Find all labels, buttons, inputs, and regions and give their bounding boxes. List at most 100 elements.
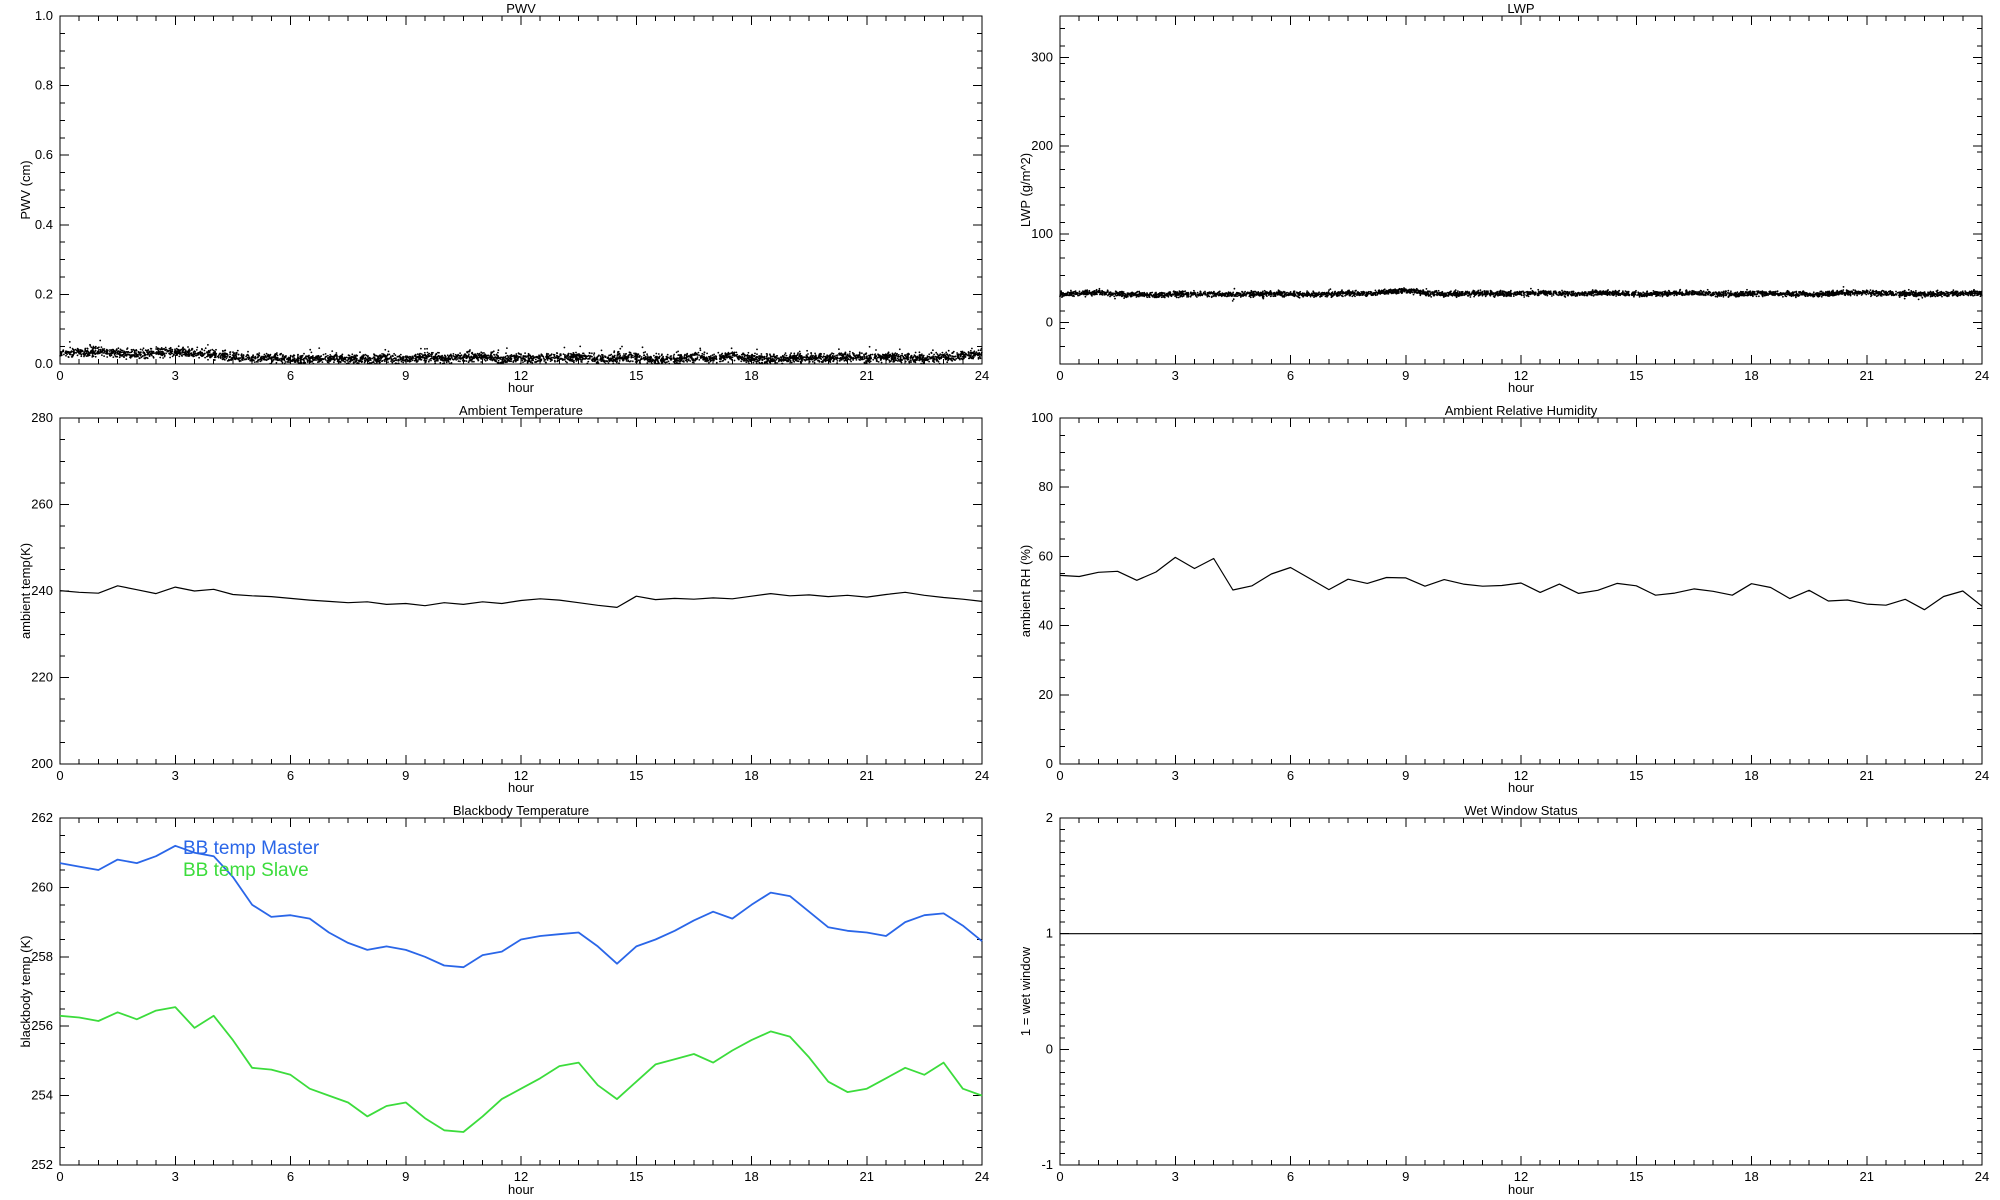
ambient_relative_humidity-ytick-label: 80 [1039, 479, 1053, 494]
lwp-xtick-label: 18 [1744, 368, 1758, 383]
blackbody_temperature-panel: 0 3 6 9 12 15 18 21 24 252 254 256 258 260 262 [31, 810, 989, 1184]
blackbody_temperature-xtick-label: 3 [172, 1169, 179, 1184]
ambient_temperature-trace [59, 585, 983, 609]
ambient_temperature-panel: 0 3 6 9 12 15 18 21 24 200 220 240 260 280 [31, 410, 989, 783]
blackbody_temperature-trace [59, 1006, 983, 1133]
blackbody_temperature-xtick-label: 24 [975, 1169, 989, 1184]
lwp-xtick-label: 0 [1056, 368, 1063, 383]
lwp-xtick-label: 6 [1287, 368, 1294, 383]
ambient_relative_humidity-xtick-label: 0 [1056, 768, 1063, 783]
ambient_temperature-ytick-label: 200 [31, 756, 53, 771]
pwv-scatter [59, 339, 983, 365]
pwv-ylabel: PWV (cm) [18, 160, 33, 220]
legend-bb-slave: BB temp Slave [183, 860, 309, 881]
lwp-ytick-label: 0 [1046, 314, 1053, 329]
blackbody_temperature-ytick-label: 252 [31, 1157, 53, 1172]
wet_window_status-xtick-label: 0 [1056, 1169, 1063, 1184]
ambient_temperature-ytick-label: 220 [31, 670, 53, 685]
wet_window_status-ytick-label: 0 [1046, 1041, 1053, 1056]
blackbody_temperature-ytick-label: 260 [31, 879, 53, 894]
ambient_temperature-xtick-label: 18 [744, 768, 758, 783]
ambient_temperature-xtick-label: 24 [975, 768, 989, 783]
ambient_relative_humidity-trace [1059, 556, 1983, 611]
ambient_temperature-xtick-label: 21 [860, 768, 874, 783]
wet_window_status-xtick-label: 12 [1514, 1169, 1528, 1184]
lwp-xlabel: hour [1507, 380, 1535, 395]
blackbody-title: Blackbody Temperature [452, 803, 590, 818]
ambient_relative_humidity-xtick-label: 18 [1744, 768, 1758, 783]
wet-window-ylabel: 1 = wet window [1018, 946, 1033, 1037]
blackbody_temperature-xtick-label: 0 [56, 1169, 63, 1184]
blackbody_temperature-ytick-label: 256 [31, 1018, 53, 1033]
blackbody_temperature-axes [59, 817, 983, 1166]
ambient-rh-xlabel: hour [1507, 780, 1535, 795]
pwv-ytick-label: 0.2 [35, 286, 53, 301]
bb-legend: BB temp Master BB temp Slave [183, 838, 319, 882]
lwp-axes [1059, 15, 1983, 365]
ambient_temperature-ytick-label: 280 [31, 410, 53, 425]
pwv-xtick-label: 18 [744, 368, 758, 383]
ambient_temperature-xtick-label: 15 [629, 768, 643, 783]
blackbody_temperature-xtick-label: 18 [744, 1169, 758, 1184]
ambient-rh-ylabel: ambient RH (%) [1018, 544, 1033, 638]
ambient_relative_humidity-ytick-label: 0 [1046, 756, 1053, 771]
pwv-xtick-label: 9 [402, 368, 409, 383]
blackbody_temperature-ytick-label: 254 [31, 1088, 53, 1103]
blackbody_temperature-xtick-label: 21 [860, 1169, 874, 1184]
pwv-title: PWV [506, 1, 536, 16]
wet_window_status-xtick-label: 3 [1172, 1169, 1179, 1184]
pwv-ytick-label: 0.0 [35, 356, 53, 371]
blackbody-xlabel: hour [507, 1182, 535, 1197]
pwv-panel: 0 3 6 9 12 15 18 21 24 0.0 0.2 0.4 0.6 0.8 1.0 [35, 8, 989, 383]
lwp-xtick-label: 3 [1172, 368, 1179, 383]
wet_window_status-axes [1059, 817, 1983, 1166]
blackbody_temperature-ytick-label: 262 [31, 810, 53, 825]
wet_window_status-xtick-label: 9 [1402, 1169, 1409, 1184]
lwp-ytick-label: 200 [1031, 138, 1053, 153]
blackbody_temperature-xtick-label: 9 [402, 1169, 409, 1184]
blackbody_temperature-xtick-label: 15 [629, 1169, 643, 1184]
lwp-xtick-label: 24 [1975, 368, 1989, 383]
ambient-temp-xlabel: hour [507, 780, 535, 795]
ambient_relative_humidity-xtick-label: 21 [1860, 768, 1874, 783]
pwv-xtick-label: 24 [975, 368, 989, 383]
pwv-ytick-label: 0.4 [35, 217, 53, 232]
wet_window_status-ytick-label: 1 [1046, 926, 1053, 941]
ambient-temp-ylabel: ambient temp(K) [18, 542, 33, 640]
lwp-ytick-label: 100 [1031, 226, 1053, 241]
pwv-axes [59, 15, 983, 365]
pwv-xtick-label: 15 [629, 368, 643, 383]
ambient_relative_humidity-panel: 0 3 6 9 12 15 18 21 24 0 20 40 60 80 100 [1031, 410, 1989, 783]
ambient-rh-title: Ambient Relative Humidity [1444, 403, 1598, 418]
wet_window_status-xtick-label: 18 [1744, 1169, 1758, 1184]
ambient_relative_humidity-ytick-label: 100 [1031, 410, 1053, 425]
pwv-xtick-label: 0 [56, 368, 63, 383]
ambient_relative_humidity-xtick-label: 24 [1975, 768, 1989, 783]
wet_window_status-xtick-label: 15 [1629, 1169, 1643, 1184]
blackbody_temperature-ytick-label: 258 [31, 949, 53, 964]
ambient_relative_humidity-xtick-label: 12 [1514, 768, 1528, 783]
ambient_temperature-xtick-label: 12 [514, 768, 528, 783]
ambient_relative_humidity-xtick-label: 6 [1287, 768, 1294, 783]
blackbody_temperature-xtick-label: 12 [514, 1169, 528, 1184]
ambient_relative_humidity-xtick-label: 3 [1172, 768, 1179, 783]
lwp-xtick-label: 12 [1514, 368, 1528, 383]
pwv-ytick-label: 0.8 [35, 78, 53, 93]
pwv-ytick-label: 0.6 [35, 147, 53, 162]
wet-window-xlabel: hour [1507, 1182, 1535, 1197]
wet_window_status-xtick-label: 6 [1287, 1169, 1294, 1184]
ambient_temperature-ytick-label: 260 [31, 497, 53, 512]
wet_window_status-ytick-label: 2 [1046, 810, 1053, 825]
ambient_relative_humidity-ytick-label: 60 [1039, 548, 1053, 563]
legend-bb-master: BB temp Master [183, 838, 320, 859]
lwp-panel: 0 3 6 9 12 15 18 21 24 0 100 200 300 [1031, 15, 1989, 383]
pwv-xtick-label: 6 [287, 368, 294, 383]
ambient_relative_humidity-ytick-label: 20 [1039, 687, 1053, 702]
lwp-scatter [1059, 286, 1983, 302]
ambient_relative_humidity-axes [1059, 417, 1983, 765]
pwv-xtick-label: 21 [860, 368, 874, 383]
pwv-xlabel: hour [507, 380, 535, 395]
